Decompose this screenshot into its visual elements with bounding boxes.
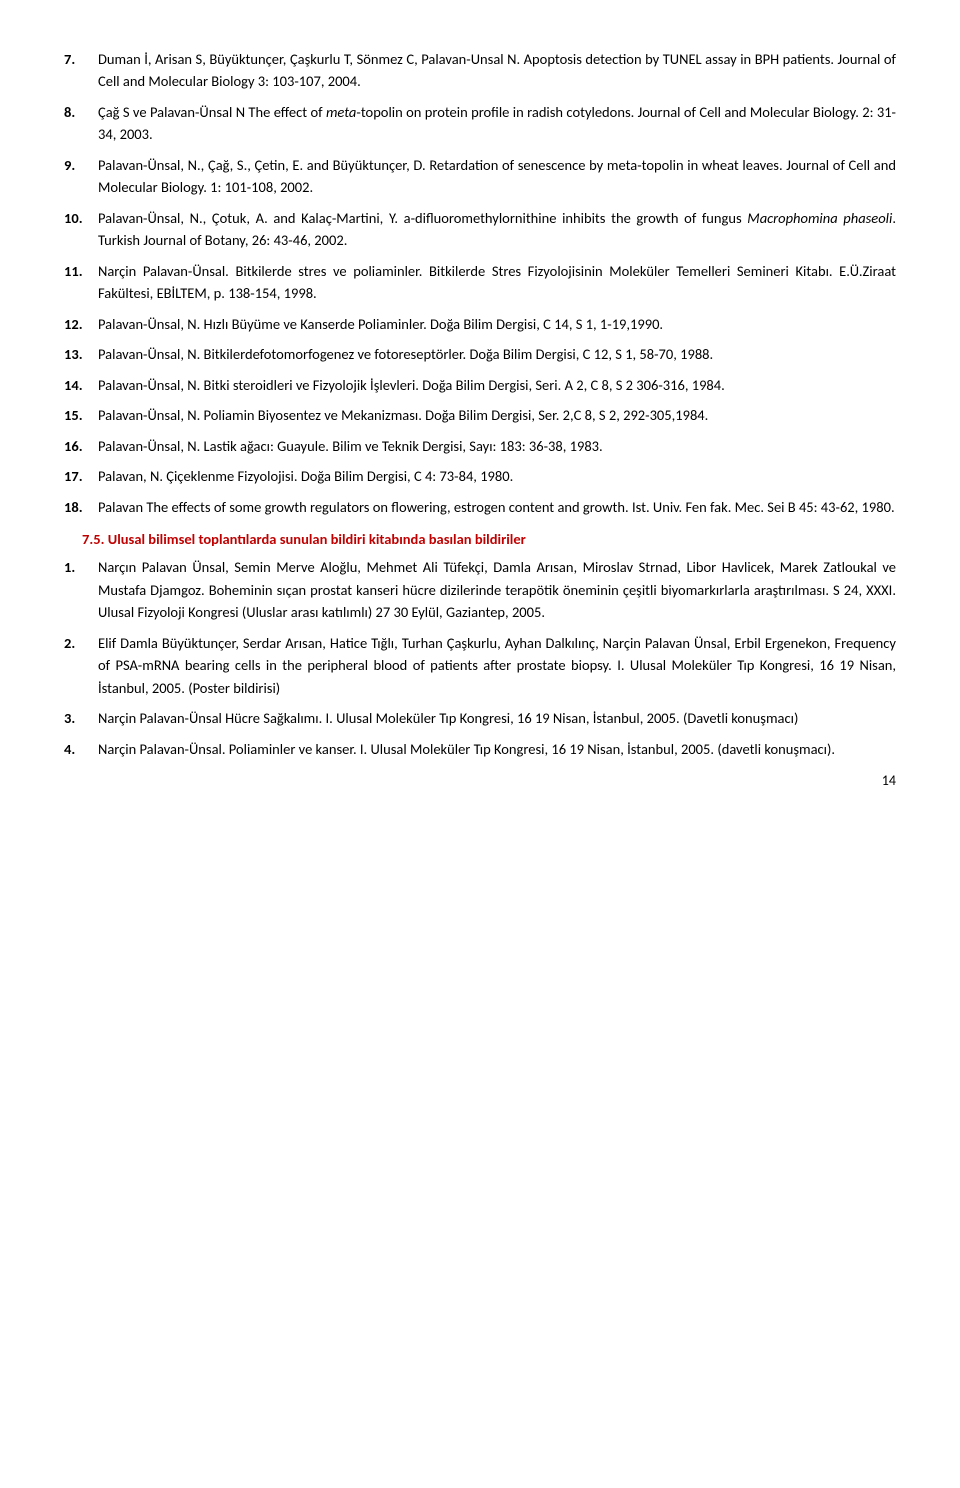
reference-item: Palavan-Ünsal, N. Hızlı Büyüme ve Kanser… — [64, 313, 896, 335]
ref-text: Palavan-Ünsal, N., Çağ, S., Çetin, E. an… — [98, 156, 896, 196]
page-number: 14 — [64, 770, 896, 792]
sub-reference-item: Narçin Palavan-Ünsal Hücre Sağkalımı. I.… — [64, 707, 896, 729]
sub-reference-item: Elif Damla Büyüktunçer, Serdar Arısan, H… — [64, 632, 896, 699]
ref-text-pre: Çağ S ve Palavan-Ünsal N The effect of — [98, 103, 326, 121]
ref-text: Narçın Palavan Ünsal, Semin Merve Aloğlu… — [98, 558, 896, 621]
reference-item: Palavan-Ünsal, N., Çağ, S., Çetin, E. an… — [64, 154, 896, 199]
ref-text: Palavan The effects of some growth regul… — [98, 498, 895, 516]
reference-item: Palavan, N. Çiçeklenme Fizyolojisi. Doğa… — [64, 465, 896, 487]
reference-item: Çağ S ve Palavan-Ünsal N The effect of m… — [64, 101, 896, 146]
ref-text: Palavan, N. Çiçeklenme Fizyolojisi. Doğa… — [98, 467, 513, 485]
reference-item: Palavan-Ünsal, N. Bitki steroidleri ve F… — [64, 374, 896, 396]
reference-item: Palavan-Ünsal, N., Çotuk, A. and Kalaç-M… — [64, 207, 896, 252]
ref-text-italic: Macrophomina phaseoli — [747, 209, 892, 227]
sub-reference-item: Narçin Palavan-Ünsal. Poliaminler ve kan… — [64, 738, 896, 760]
ref-text: Palavan-Ünsal, N. Bitkilerdefotomorfogen… — [98, 345, 713, 363]
ref-text: Palavan-Ünsal, N. Hızlı Büyüme ve Kanser… — [98, 315, 663, 333]
reference-item: Palavan-Ünsal, N. Bitkilerdefotomorfogen… — [64, 343, 896, 365]
sub-reference-list: Narçın Palavan Ünsal, Semin Merve Aloğlu… — [64, 556, 896, 760]
reference-item: Palavan-Ünsal, N. Lastik ağacı: Guayule.… — [64, 435, 896, 457]
reference-item: Narçin Palavan-Ünsal. Bitkilerde stres v… — [64, 260, 896, 305]
reference-item: Palavan The effects of some growth regul… — [64, 496, 896, 518]
section-heading: 7.5. Ulusal bilimsel toplantılarda sunul… — [64, 528, 896, 550]
ref-text: Palavan-Ünsal, N. Bitki steroidleri ve F… — [98, 376, 725, 394]
ref-text-italic: meta — [326, 103, 356, 121]
ref-text: Elif Damla Büyüktunçer, Serdar Arısan, H… — [98, 634, 896, 697]
ref-text: Palavan-Ünsal, N. Lastik ağacı: Guayule.… — [98, 437, 603, 455]
sub-reference-item: Narçın Palavan Ünsal, Semin Merve Aloğlu… — [64, 556, 896, 623]
reference-item: Palavan-Ünsal, N. Poliamin Biyosentez ve… — [64, 404, 896, 426]
reference-list: Duman İ, Arisan S, Büyüktunçer, Çaşkurlu… — [64, 48, 896, 518]
ref-text-pre: Palavan-Ünsal, N., Çotuk, A. and Kalaç-M… — [98, 209, 747, 227]
ref-text: Narçin Palavan-Ünsal Hücre Sağkalımı. I.… — [98, 709, 798, 727]
ref-text: Duman İ, Arisan S, Büyüktunçer, Çaşkurlu… — [98, 50, 896, 90]
ref-text: Palavan-Ünsal, N. Poliamin Biyosentez ve… — [98, 406, 708, 424]
ref-text: Narçin Palavan-Ünsal. Bitkilerde stres v… — [98, 262, 896, 302]
ref-text: Narçin Palavan-Ünsal. Poliaminler ve kan… — [98, 740, 835, 758]
reference-item: Duman İ, Arisan S, Büyüktunçer, Çaşkurlu… — [64, 48, 896, 93]
